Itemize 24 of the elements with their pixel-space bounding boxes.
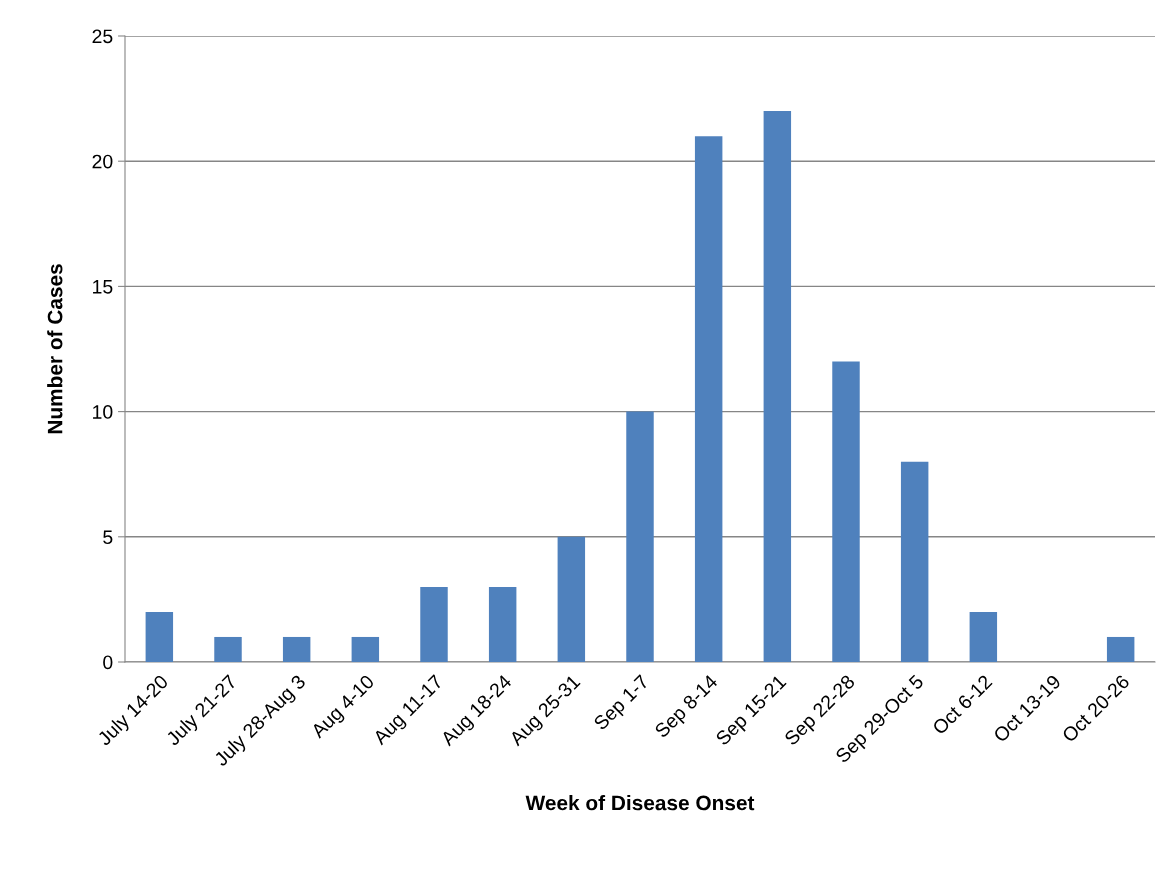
bar [488, 586, 517, 662]
x-tick-label: Oct 6-12 [931, 674, 993, 736]
bar [214, 636, 242, 662]
y-tick-label: 15 [93, 280, 113, 294]
bar [557, 536, 586, 662]
bar [969, 611, 998, 662]
bar [900, 461, 929, 662]
y-tick-label: 5 [103, 530, 113, 545]
bar [763, 111, 792, 662]
y-tick-label: 20 [92, 154, 113, 169]
x-tick-label: Sep 1-7 [592, 674, 653, 734]
bar [351, 636, 380, 662]
bar [626, 411, 654, 662]
x-axis-title: Week of Disease Onset [525, 795, 755, 811]
y-tick-label: 0 [103, 655, 113, 670]
bar [1106, 636, 1135, 662]
bar [832, 361, 860, 662]
bar [694, 136, 723, 662]
y-axis-title: Number of Cases [47, 264, 63, 434]
bar [282, 636, 311, 662]
bar [145, 611, 174, 662]
y-tick-label: 25 [92, 29, 113, 44]
y-tick-label: 10 [93, 405, 113, 419]
bar [420, 586, 448, 662]
